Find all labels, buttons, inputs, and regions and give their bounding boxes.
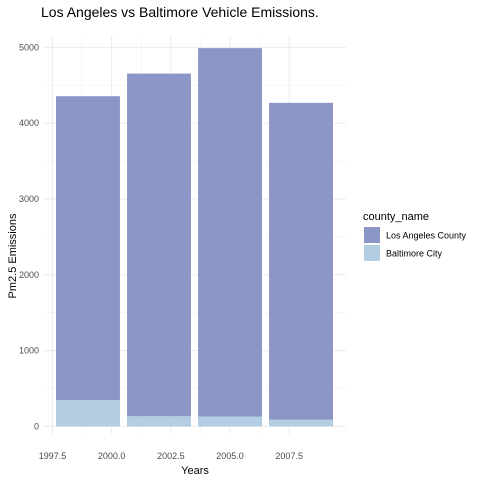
bar-baltimore-city xyxy=(56,400,120,427)
x-tick-label: 2007.5 xyxy=(275,451,303,461)
x-tick-label: 2000.0 xyxy=(98,451,126,461)
y-tick-labels: 0 1000 2000 3000 4000 5000 xyxy=(19,42,39,431)
y-tick-label: 0 xyxy=(34,421,39,431)
y-tick-label: 4000 xyxy=(19,118,39,128)
y-tick-label: 1000 xyxy=(19,346,39,356)
legend-title: county_name xyxy=(363,211,429,223)
bar-los-angeles-county xyxy=(269,102,333,420)
legend-label: Baltimore City xyxy=(386,249,443,259)
legend-key-los-angeles-county xyxy=(364,227,380,243)
x-tick-label: 2002.5 xyxy=(157,451,185,461)
y-tick-label: 2000 xyxy=(19,270,39,280)
bar-los-angeles-county xyxy=(198,48,262,417)
x-tick-label: 1997.5 xyxy=(39,451,67,461)
y-tick-label: 5000 xyxy=(19,42,39,52)
bar-baltimore-city xyxy=(127,416,191,427)
x-tick-label: 2005.0 xyxy=(216,451,244,461)
bar-baltimore-city xyxy=(269,419,333,427)
legend-key-baltimore-city xyxy=(364,245,380,261)
y-tick-label: 3000 xyxy=(19,194,39,204)
bar-baltimore-city xyxy=(198,416,262,427)
x-axis-title: Years xyxy=(181,465,209,477)
bars xyxy=(56,48,333,427)
bar-los-angeles-county xyxy=(56,96,120,401)
legend-label: Los Angeles County xyxy=(386,231,467,241)
chart-title: Los Angeles vs Baltimore Vehicle Emissio… xyxy=(41,4,319,20)
bar-los-angeles-county xyxy=(127,73,191,417)
y-axis-title: Pm2.5 Emissions xyxy=(7,213,19,298)
x-tick-labels: 1997.5 2000.0 2002.5 2005.0 2007.5 xyxy=(39,451,303,461)
legend: county_name Los Angeles County Baltimore … xyxy=(363,211,467,261)
